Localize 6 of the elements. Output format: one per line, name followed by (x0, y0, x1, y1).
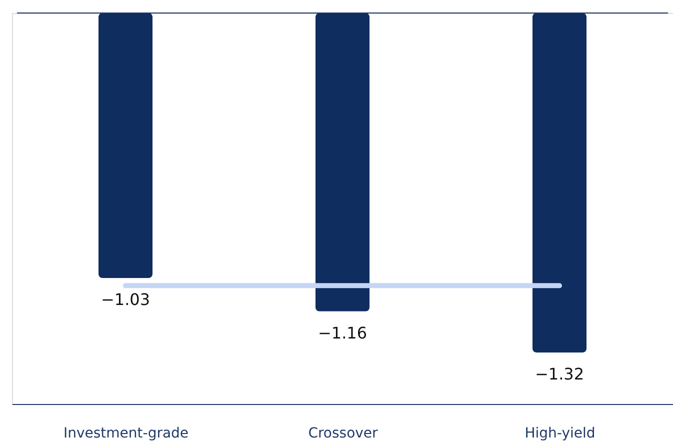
x-tick-label: Investment-grade (63, 426, 189, 442)
data-label: −1.16 (318, 323, 368, 342)
x-tick-label: Crossover (308, 426, 378, 442)
data-label: −1.03 (100, 290, 150, 309)
x-tick-label: High-yield (524, 426, 596, 442)
data-label: −1.32 (534, 364, 584, 384)
